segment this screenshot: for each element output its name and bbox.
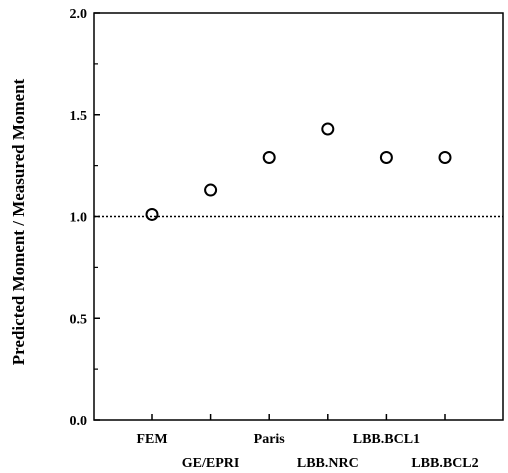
- data-point: [379, 150, 393, 164]
- y-tick-label: 1.0: [70, 211, 88, 226]
- data-point: [262, 150, 276, 164]
- y-tick-label: 1.5: [70, 109, 88, 124]
- data-points: [145, 122, 452, 221]
- y-tick-label: 0.5: [70, 312, 88, 327]
- y-axis-label: Predicted Moment / Measured Moment: [9, 78, 28, 365]
- x-category-label: LBB.BCL1: [353, 432, 420, 447]
- data-point: [321, 122, 335, 136]
- x-category-label: FEM: [136, 432, 167, 447]
- y-axis-ticks: 0.0 0.5 1.0 1.5 2.0: [70, 7, 100, 429]
- x-category-label: LBB.BCL2: [411, 456, 478, 471]
- data-point: [204, 183, 218, 197]
- y-tick-label: 2.0: [70, 7, 88, 22]
- x-category-label: GE/EPRI: [182, 456, 240, 471]
- x-axis-ticks: FEM GE/EPRI Paris LBB.NRC LBB.BCL1 LBB.BCL2: [136, 414, 479, 471]
- data-point: [438, 150, 452, 164]
- y-tick-label: 0.0: [70, 414, 88, 429]
- data-point: [145, 207, 159, 221]
- x-category-label: Paris: [254, 432, 286, 447]
- x-category-label: LBB.NRC: [297, 456, 359, 471]
